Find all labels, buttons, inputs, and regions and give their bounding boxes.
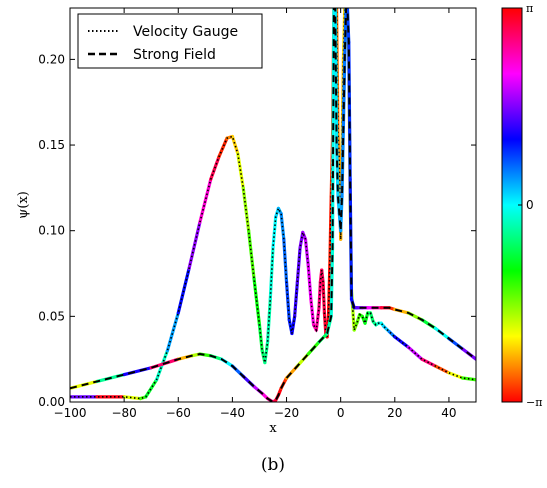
y-tick-label: 0.10	[38, 224, 65, 238]
figure-caption: (b)	[261, 455, 285, 475]
series-strong-field	[70, 8, 476, 402]
series-segment	[320, 268, 325, 284]
x-axis-label: x	[269, 421, 277, 436]
legend: Velocity Gauge Strong Field	[77, 13, 263, 69]
y-tick-label: 0.20	[38, 52, 65, 66]
x-tick-label: −40	[220, 406, 245, 420]
x-axis: −100 −80 −60 −40 −20 0 20 40	[54, 8, 457, 420]
plot-area	[70, 8, 476, 402]
colorbar: π 0 −π	[501, 2, 542, 409]
series-line	[70, 8, 476, 402]
series-layer	[70, 8, 476, 402]
legend-box	[77, 13, 263, 69]
x-tick-label: −20	[274, 406, 299, 420]
plot-frame	[69, 7, 477, 403]
x-tick-label: −100	[54, 406, 87, 420]
x-tick-label: −60	[166, 406, 191, 420]
series-segment	[345, 8, 351, 44]
series-segment	[303, 237, 310, 267]
series-segment	[293, 280, 299, 318]
colorbar-label-pi: π	[526, 2, 533, 15]
y-tick-label: 0.15	[38, 138, 65, 152]
legend-label-strong-field: Strong Field	[133, 47, 216, 63]
series-line	[70, 8, 476, 400]
series-segment	[247, 229, 256, 281]
colorbar-label-minus-pi: −π	[526, 396, 542, 409]
x-tick-label: −80	[111, 406, 136, 420]
y-tick-label: 0.05	[38, 309, 65, 323]
series-segment	[322, 311, 328, 336]
series-segment	[284, 280, 291, 322]
x-tick-label: 0	[337, 406, 345, 420]
series-segment	[309, 297, 316, 327]
x-tick-label: 40	[441, 406, 456, 420]
y-tick-label: 0.00	[38, 395, 65, 409]
y-axis-label: ψ(x)	[16, 191, 31, 219]
colorbar-label-zero: 0	[526, 198, 534, 212]
x-tick-label: 20	[387, 406, 402, 420]
legend-label-velocity-gauge: Velocity Gauge	[133, 24, 238, 40]
y-axis: 0.00 0.05 0.10 0.15 0.20	[38, 52, 476, 409]
